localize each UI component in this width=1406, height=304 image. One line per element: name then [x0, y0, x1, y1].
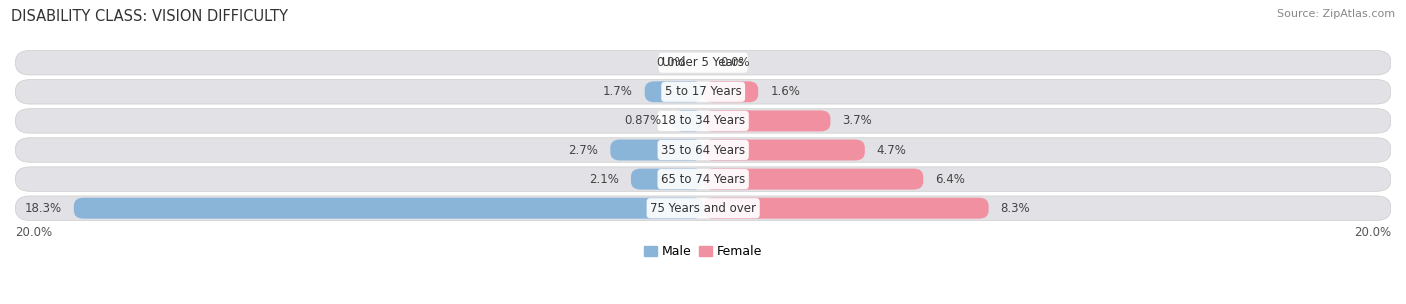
FancyBboxPatch shape [703, 110, 831, 131]
FancyBboxPatch shape [15, 109, 1391, 133]
FancyBboxPatch shape [673, 110, 703, 131]
FancyBboxPatch shape [15, 80, 1391, 104]
FancyBboxPatch shape [703, 198, 988, 219]
FancyBboxPatch shape [73, 198, 703, 219]
Text: 20.0%: 20.0% [1354, 226, 1391, 239]
FancyBboxPatch shape [15, 50, 1391, 75]
Text: 2.7%: 2.7% [568, 143, 599, 157]
Text: 18 to 34 Years: 18 to 34 Years [661, 114, 745, 127]
Text: 1.6%: 1.6% [770, 85, 800, 98]
Text: 0.0%: 0.0% [720, 56, 749, 69]
Text: 0.87%: 0.87% [624, 114, 661, 127]
Text: Under 5 Years: Under 5 Years [662, 56, 744, 69]
Text: 3.7%: 3.7% [842, 114, 872, 127]
Text: 2.1%: 2.1% [589, 173, 619, 186]
Text: Source: ZipAtlas.com: Source: ZipAtlas.com [1277, 9, 1395, 19]
FancyBboxPatch shape [703, 140, 865, 161]
FancyBboxPatch shape [645, 81, 703, 102]
FancyBboxPatch shape [703, 81, 758, 102]
Text: 65 to 74 Years: 65 to 74 Years [661, 173, 745, 186]
Text: 1.7%: 1.7% [603, 85, 633, 98]
Legend: Male, Female: Male, Female [640, 240, 768, 263]
Text: 4.7%: 4.7% [877, 143, 907, 157]
Text: DISABILITY CLASS: VISION DIFFICULTY: DISABILITY CLASS: VISION DIFFICULTY [11, 9, 288, 24]
Text: 8.3%: 8.3% [1001, 202, 1031, 215]
Text: 18.3%: 18.3% [25, 202, 62, 215]
FancyBboxPatch shape [15, 196, 1391, 220]
Text: 0.0%: 0.0% [657, 56, 686, 69]
FancyBboxPatch shape [15, 167, 1391, 191]
Text: 5 to 17 Years: 5 to 17 Years [665, 85, 741, 98]
FancyBboxPatch shape [15, 138, 1391, 162]
Text: 75 Years and over: 75 Years and over [650, 202, 756, 215]
FancyBboxPatch shape [610, 140, 703, 161]
Text: 35 to 64 Years: 35 to 64 Years [661, 143, 745, 157]
Text: 20.0%: 20.0% [15, 226, 52, 239]
FancyBboxPatch shape [631, 169, 703, 190]
FancyBboxPatch shape [703, 169, 924, 190]
Text: 6.4%: 6.4% [935, 173, 965, 186]
